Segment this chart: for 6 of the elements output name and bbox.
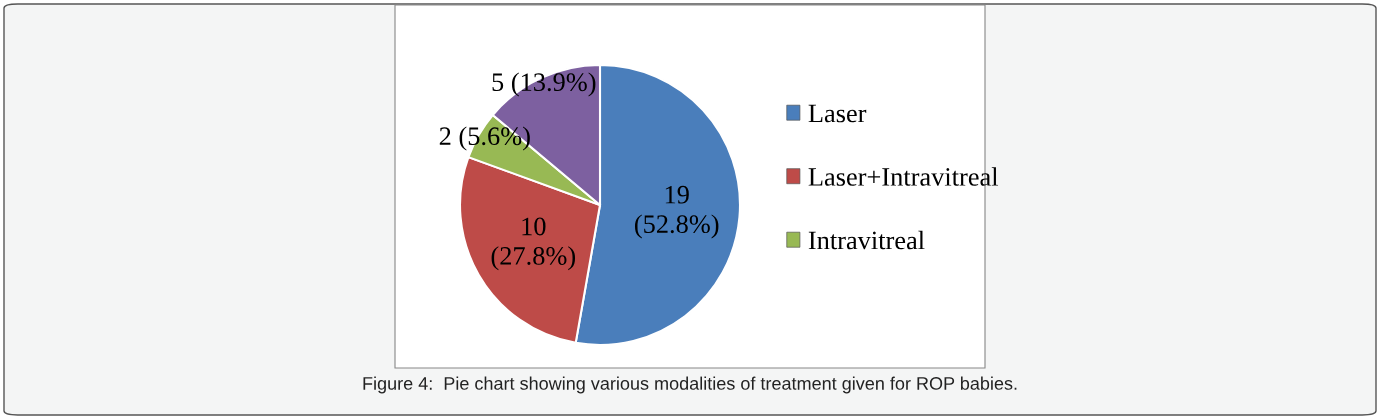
data-label: 19 (52.8%)	[635, 185, 719, 239]
legend-label: Laser+Intravitreal	[808, 167, 999, 186]
legend-label: Laser	[808, 104, 867, 123]
data-label: 10 (27.8%)	[491, 217, 576, 271]
legend-label: Intravitreal	[808, 230, 925, 250]
caption: Figure 4: Pie chart showing various modalities of treatment given for ROP babies.	[363, 376, 1017, 394]
